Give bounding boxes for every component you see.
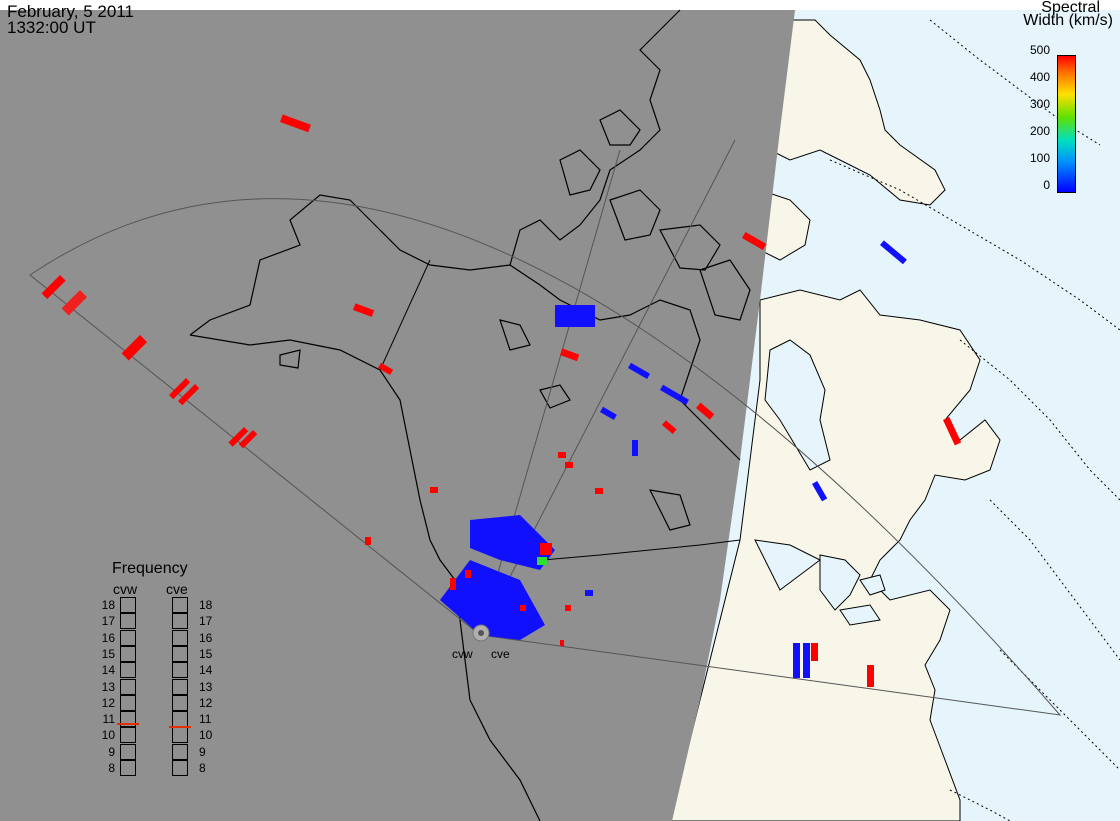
top-margin (0, 0, 1120, 10)
colorbar-title: Spectral (1041, 0, 1100, 16)
frequency-level-label: 11 (199, 712, 212, 727)
night-coastlines (189, 9, 751, 821)
frequency-cell-cvw (120, 597, 136, 613)
frequency-level-label: 12 (199, 695, 213, 710)
frequency-marker-cvw (117, 722, 139, 725)
frequency-cell-cve (172, 662, 188, 679)
frequency-level-label: 16 (101, 630, 115, 645)
frequency-cell-cve (172, 629, 188, 646)
frequency-level-label: 14 (101, 663, 115, 678)
colorbar-tick: 300 (1029, 97, 1050, 111)
frequency-cell-cvw (120, 662, 136, 679)
echo-cluster-cvw (440, 560, 545, 640)
lat-circles (829, 19, 1120, 821)
radar-label-cve: cve (491, 647, 510, 661)
frequency-cell-cvw (120, 727, 136, 744)
colorbar-tick: 400 (1029, 70, 1050, 84)
day-land (669, 9, 1001, 821)
frequency-cell-cve (172, 597, 188, 613)
colorbar-tick: 0 (1043, 178, 1050, 192)
boundaries (379, 259, 741, 563)
frequency-cell-cvw (120, 743, 136, 760)
frequency-cell-cvw (120, 629, 136, 646)
frequency-level-label: 15 (199, 646, 213, 661)
frequency-level-label: 8 (108, 761, 115, 775)
frequency-cell-cve (172, 711, 188, 728)
frequency-cell-cve (172, 694, 188, 711)
colorbar-tick: 100 (1029, 151, 1050, 165)
frequency-cell-cvw (120, 760, 136, 776)
frequency-level-label: 18 (101, 598, 115, 612)
frequency-level-label: 8 (199, 761, 206, 775)
frequency-level-label: 17 (199, 614, 213, 629)
colorbar-scale (1057, 55, 1076, 193)
frequency-radar-right: cve (166, 581, 188, 597)
frequency-level-label: 13 (101, 679, 115, 694)
frequency-cell-cvw (120, 711, 136, 728)
colorbar-tick: 500 (1029, 43, 1050, 57)
frequency-cell-cve (172, 760, 188, 776)
frequency-title: Frequency (112, 560, 188, 577)
radar-site-center (478, 630, 484, 636)
frequency-cell-cvw (120, 613, 136, 630)
frequency-level-label: 18 (199, 598, 213, 612)
frequency-cell-cve (172, 613, 188, 630)
frequency-cell-cvw (120, 694, 136, 711)
frequency-cell-cve (172, 727, 188, 744)
frequency-level-label: 10 (199, 728, 213, 743)
echo-cluster-cve (470, 515, 555, 570)
colorbar-subtitle: Width (km/s) (1023, 12, 1113, 29)
frequency-level-label: 15 (101, 646, 115, 661)
frequency-cell-cve (172, 645, 188, 662)
time-label: 1332:00 UT (7, 18, 96, 37)
colorbar-tick: 200 (1029, 124, 1050, 138)
frequency-level-label: 12 (101, 695, 115, 710)
day-lakes (754, 339, 886, 626)
frequency-cell-cve (172, 678, 188, 695)
radar-label-cvw: cvw (452, 647, 473, 661)
frequency-level-label: 16 (199, 630, 213, 645)
frequency-level-label: 11 (102, 712, 115, 727)
frequency-level-label: 14 (199, 663, 213, 678)
night-region (0, 10, 795, 821)
radar-echoes (41, 114, 962, 687)
frequency-cell-cvw (120, 645, 136, 662)
frequency-marker-cve (169, 725, 191, 728)
frequency-level-label: 9 (108, 744, 115, 759)
frequency-level-label: 17 (101, 614, 115, 629)
frequency-radar-left: cvw (113, 581, 138, 597)
date-label: February, 5 2011 (7, 2, 134, 21)
frequency-level-label: 10 (101, 728, 115, 743)
echo-north (555, 305, 595, 327)
frequency-cell-cvw (120, 678, 136, 695)
frequency-level-label: 13 (199, 679, 213, 694)
frequency-cell-cve (172, 743, 188, 760)
frequency-level-label: 9 (199, 744, 206, 759)
